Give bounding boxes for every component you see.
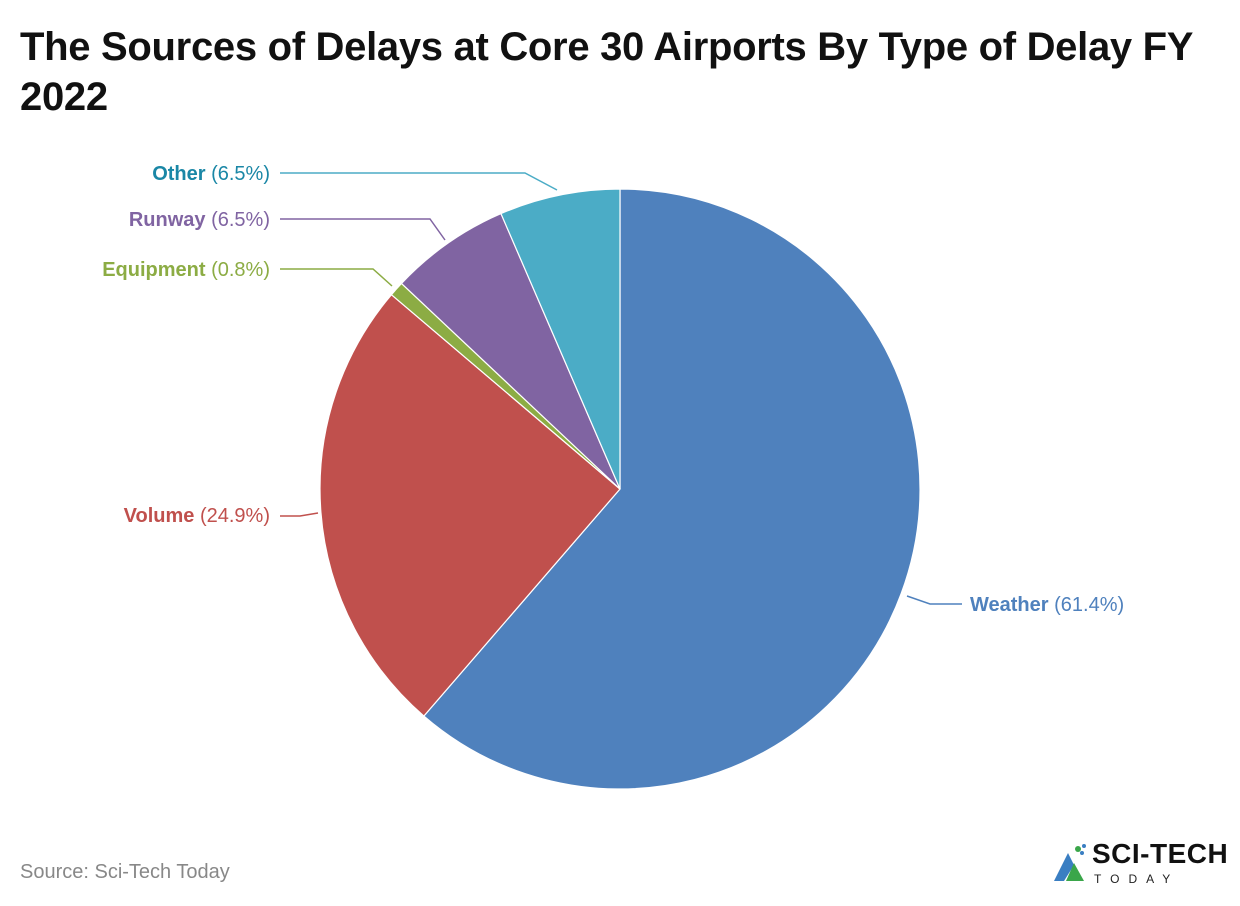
leader-line-equipment (280, 268, 393, 287)
pie-slice-volume (319, 293, 621, 717)
label-other: Other (6.5%) (152, 162, 270, 186)
pie-slice-other (500, 188, 621, 490)
logo-subtext: TODAY (1094, 872, 1180, 886)
label-name: Equipment (102, 259, 206, 281)
label-name: Other (152, 163, 206, 185)
pie-slice-runway (400, 212, 621, 490)
label-value: (0.8%) (211, 259, 270, 281)
leader-line-volume (280, 512, 319, 517)
pie-slice-weather (423, 188, 921, 790)
logo-mark-icon (1054, 844, 1086, 881)
label-value: (24.9%) (199, 505, 270, 527)
label-value: (6.5%) (211, 209, 270, 231)
label-equipment: Equipment (0.8%) (102, 258, 270, 282)
label-weather: Weather (61.4%) (970, 593, 1124, 617)
leader-line-weather (906, 595, 962, 605)
logo-text: SCI-TECH (1092, 838, 1229, 869)
sci-tech-today-logo: SCI-TECH TODAY (1052, 840, 1237, 888)
source-note: Source: Sci-Tech Today (20, 861, 230, 883)
label-name: Runway (128, 209, 206, 231)
leader-line-other (280, 172, 558, 191)
label-value: (6.5%) (211, 163, 270, 185)
chart-title: The Sources of Delays at Core 30 Airport… (20, 25, 1193, 119)
label-name: Weather (970, 594, 1049, 616)
label-value: (61.4%) (1054, 594, 1125, 616)
leader-line-runway (280, 218, 446, 241)
label-volume: Volume (24.9%) (124, 504, 270, 528)
label-name: Volume (123, 505, 195, 527)
label-runway: Runway (6.5%) (129, 208, 270, 232)
